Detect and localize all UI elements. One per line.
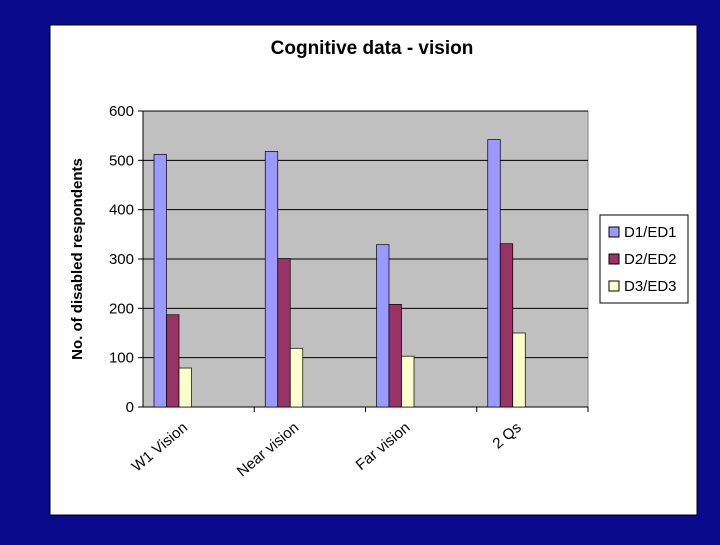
y-tick-label: 600 bbox=[109, 103, 134, 120]
legend-swatch bbox=[608, 280, 620, 292]
legend-label: D3/ED3 bbox=[624, 278, 677, 295]
bar bbox=[289, 347, 304, 408]
bar bbox=[264, 151, 279, 408]
chart-title: Cognitive data - vision bbox=[271, 38, 474, 59]
y-axis-label: No. of disabled respondents bbox=[69, 158, 86, 360]
y-tick-label: 500 bbox=[109, 152, 134, 169]
bar bbox=[277, 258, 291, 408]
y-tick-label: 400 bbox=[109, 202, 134, 219]
bar bbox=[499, 243, 514, 408]
bar bbox=[153, 154, 167, 408]
bar bbox=[376, 244, 390, 408]
bar bbox=[178, 367, 192, 408]
y-tick-label: 200 bbox=[109, 300, 134, 317]
legend-swatch bbox=[608, 253, 620, 265]
bar bbox=[401, 355, 415, 408]
bar bbox=[388, 304, 402, 408]
bar bbox=[166, 314, 180, 408]
legend-label: D1/ED1 bbox=[624, 224, 677, 241]
y-tick-label: 100 bbox=[109, 350, 134, 367]
y-tick-label: 300 bbox=[109, 251, 134, 268]
bar bbox=[487, 139, 501, 408]
legend-swatch bbox=[608, 226, 620, 238]
y-tick-label: 0 bbox=[126, 399, 134, 416]
legend-label: D2/ED2 bbox=[624, 251, 677, 268]
bar bbox=[512, 332, 526, 408]
